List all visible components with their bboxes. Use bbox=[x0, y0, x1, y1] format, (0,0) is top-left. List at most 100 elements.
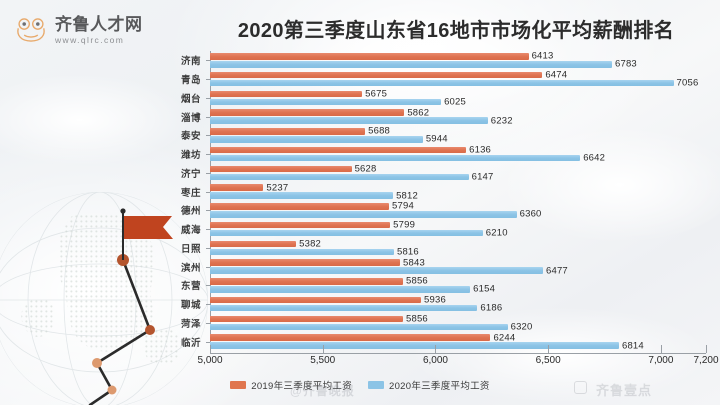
bar-value-label: 5675 bbox=[365, 88, 388, 100]
bar-菏泽-2019[interactable] bbox=[210, 315, 403, 323]
category-label-菏泽: 菏泽 bbox=[180, 318, 201, 330]
bar-value-label: 5856 bbox=[405, 275, 428, 287]
bar-group: 5862 6232 bbox=[210, 107, 710, 126]
x-axis-tick bbox=[210, 345, 211, 353]
x-axis-tick-label: 7,000 bbox=[648, 355, 674, 366]
bar-潍坊-2020[interactable] bbox=[210, 154, 581, 162]
chart-row: 菏泽 5856 6320 bbox=[0, 313, 720, 333]
bar-东营-2020[interactable] bbox=[210, 286, 471, 293]
bar-济南-2020[interactable] bbox=[210, 61, 612, 68]
bar-日照-2019[interactable] bbox=[210, 240, 297, 248]
bar-枣庄-2020[interactable] bbox=[210, 192, 394, 199]
bar-line: 6474 bbox=[210, 70, 710, 81]
bar-德州-2019[interactable] bbox=[210, 203, 389, 210]
bar-value-label: 6210 bbox=[485, 227, 508, 239]
bar-line: 5237 bbox=[210, 182, 710, 193]
x-axis-line bbox=[210, 353, 706, 354]
chart-row: 泰安 5688 5944 bbox=[0, 126, 720, 145]
category-label-枣庄: 枣庄 bbox=[180, 187, 201, 199]
chart-row: 济南 6413 6783 bbox=[0, 51, 720, 70]
bar-东营-2019[interactable] bbox=[210, 278, 403, 285]
bar-德州-2020[interactable] bbox=[210, 211, 517, 218]
x-axis-tick-label: 7,200 bbox=[693, 355, 719, 366]
bar-line: 6642 bbox=[210, 153, 710, 164]
bar-滨州-2019[interactable] bbox=[210, 259, 401, 266]
bar-菏泽-2020[interactable] bbox=[210, 323, 508, 331]
y-axis-tick bbox=[206, 322, 210, 324]
category-label-威海: 威海 bbox=[180, 225, 201, 237]
bar-line: 5843 bbox=[210, 257, 710, 269]
bar-日照-2020[interactable] bbox=[210, 248, 394, 256]
chart-row: 滨州 5843 6477 bbox=[0, 257, 720, 276]
bar-line: 5862 bbox=[210, 107, 710, 119]
bar-烟台-2020[interactable] bbox=[210, 98, 442, 106]
bar-group: 6244 6814 bbox=[210, 332, 710, 351]
y-axis-tick bbox=[206, 79, 210, 81]
bar-value-label: 6244 bbox=[493, 332, 516, 344]
bar-泰安-2020[interactable] bbox=[210, 136, 423, 143]
bar-group: 5675 6025 bbox=[210, 88, 710, 107]
bar-临沂-2019[interactable] bbox=[210, 334, 491, 341]
site-logo: 齐鲁人才网 www.qlrc.com bbox=[14, 16, 143, 45]
bar-聊城-2020[interactable] bbox=[210, 304, 478, 312]
y-axis-tick bbox=[206, 97, 210, 99]
bar-line: 6814 bbox=[210, 340, 710, 352]
bar-滨州-2020[interactable] bbox=[210, 267, 543, 274]
y-axis-tick bbox=[206, 135, 210, 137]
bar-泰安-2019[interactable] bbox=[210, 128, 366, 135]
legend-item-y2020[interactable]: 2020年三季度平均工资 bbox=[368, 378, 490, 392]
bar-value-label: 5936 bbox=[424, 294, 446, 306]
bar-烟台-2019[interactable] bbox=[210, 90, 363, 98]
bar-value-label: 5862 bbox=[407, 107, 430, 119]
bar-济宁-2020[interactable] bbox=[210, 173, 469, 181]
chart-row: 临沂 6244 6814 bbox=[0, 332, 720, 351]
category-label-日照: 日照 bbox=[180, 243, 201, 255]
bar-line: 6025 bbox=[210, 96, 710, 107]
bar-value-label: 6814 bbox=[621, 340, 644, 352]
bar-聊城-2019[interactable] bbox=[210, 296, 422, 304]
bar-group: 5936 6186 bbox=[210, 295, 710, 314]
category-label-聊城: 聊城 bbox=[180, 300, 201, 312]
bar-value-label: 5944 bbox=[425, 133, 448, 145]
logo-name: 齐鲁人才网 bbox=[55, 15, 143, 34]
x-axis-tick bbox=[706, 345, 707, 353]
category-label-德州: 德州 bbox=[180, 206, 201, 218]
bar-济南-2019[interactable] bbox=[210, 53, 529, 60]
category-label-济宁: 济宁 bbox=[180, 168, 201, 180]
bar-line: 5856 bbox=[210, 275, 710, 287]
y-axis-tick bbox=[206, 229, 210, 231]
bar-临沂-2020[interactable] bbox=[210, 342, 619, 349]
category-label-潍坊: 潍坊 bbox=[180, 150, 201, 162]
bar-line: 5812 bbox=[210, 190, 710, 201]
bar-group: 6136 6642 bbox=[210, 145, 710, 164]
y-axis-tick bbox=[206, 191, 210, 193]
bar-line: 6320 bbox=[210, 321, 710, 333]
bar-line: 5675 bbox=[210, 88, 710, 100]
bar-潍坊-2019[interactable] bbox=[210, 146, 467, 154]
logo-url: www.qlrc.com bbox=[55, 35, 125, 45]
bar-value-label: 5856 bbox=[405, 313, 428, 325]
x-axis-tick bbox=[660, 345, 662, 353]
chart-row: 淄博 5862 6232 bbox=[0, 107, 720, 126]
bar-淄博-2019[interactable] bbox=[210, 109, 405, 116]
bar-group: 5237 5812 bbox=[210, 182, 710, 201]
bar-line: 6783 bbox=[210, 59, 710, 70]
bar-value-label: 5816 bbox=[396, 246, 419, 258]
legend-swatch-y2020 bbox=[368, 381, 384, 389]
x-axis-ticks bbox=[0, 345, 720, 353]
bar-枣庄-2019[interactable] bbox=[210, 184, 264, 191]
bar-value-label: 5843 bbox=[403, 257, 425, 269]
bar-淄博-2020[interactable] bbox=[210, 117, 488, 124]
chart-row: 威海 5799 6210 bbox=[0, 220, 720, 239]
bar-value-label: 6477 bbox=[545, 265, 568, 277]
bar-青岛-2019[interactable] bbox=[210, 71, 543, 79]
bar-威海-2020[interactable] bbox=[210, 229, 483, 237]
bar-line: 5856 bbox=[210, 313, 710, 325]
bar-济宁-2019[interactable] bbox=[210, 165, 352, 173]
bar-威海-2019[interactable] bbox=[210, 221, 391, 229]
bar-青岛-2020[interactable] bbox=[210, 79, 674, 87]
bar-line: 5944 bbox=[210, 133, 710, 145]
y-axis-tick bbox=[206, 172, 210, 174]
legend-item-y2019[interactable]: 2019年三季度平均工资 bbox=[230, 378, 352, 392]
bar-value-label: 6320 bbox=[510, 321, 533, 333]
